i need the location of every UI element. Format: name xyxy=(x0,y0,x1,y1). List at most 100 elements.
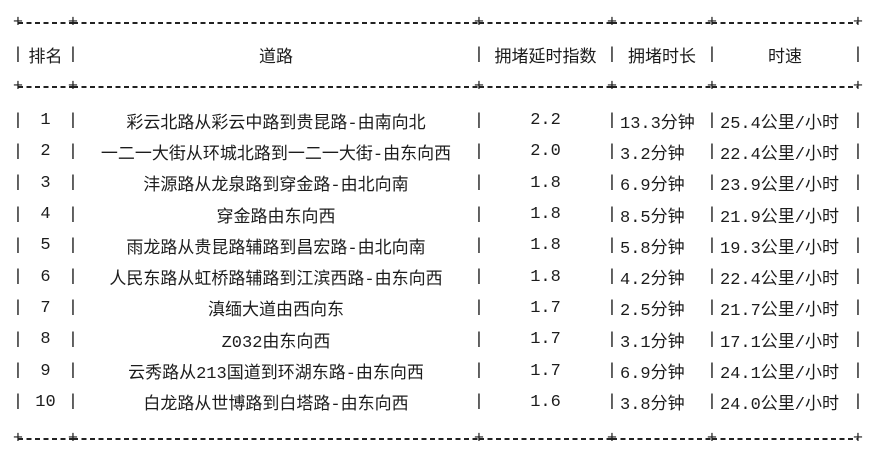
plus-icon: + xyxy=(852,77,864,97)
table-row: | 8 | Z032由东向西 | 1.7 | 3.1分钟 | 17.1公里/小时… xyxy=(13,324,863,355)
divider-glyph: | xyxy=(706,392,718,412)
table-border-row: + + + + + + xyxy=(13,423,863,455)
cell-rank: 9 xyxy=(40,361,51,381)
cell-rank: 6 xyxy=(40,267,51,287)
header-cell-rank: 排名 xyxy=(28,49,63,68)
border-dash-segment xyxy=(479,22,612,24)
cell-congestion-duration: 3.1分钟 xyxy=(620,333,685,353)
table-row: | 7 | 滇缅大道由西向东 | 1.7 | 2.5分钟 | 21.7公里/小时… xyxy=(13,293,863,324)
plus-icon: + xyxy=(606,13,618,33)
divider-glyph: | xyxy=(852,298,864,318)
cell-congestion-duration: 3.8分钟 xyxy=(620,396,685,416)
divider-glyph: | xyxy=(12,111,24,131)
cell-rank: 4 xyxy=(40,205,51,225)
divider-glyph: | xyxy=(12,267,24,287)
cell-rank: 8 xyxy=(40,330,51,350)
cell-congestion-duration: 13.3分钟 xyxy=(620,114,695,134)
table-header-row: | 排名 | 道路 | 拥堵延时指数 | 拥堵时长 | 时速 | xyxy=(13,39,863,71)
table-row: | 4 | 穿金路由东向西 | 1.8 | 8.5分钟 | 21.9公里/小时 … xyxy=(13,199,863,230)
table-border-bottom: + + + + + + xyxy=(13,423,863,455)
divider-glyph: | xyxy=(67,267,79,287)
divider-glyph: | xyxy=(473,45,485,65)
divider-glyph: | xyxy=(852,205,864,225)
cell-congestion-index: 1.7 xyxy=(530,298,561,318)
cell-rank: 10 xyxy=(35,392,56,412)
cell-road: 沣源路从龙泉路到穿金路-由北向南 xyxy=(143,177,409,197)
plus-icon: + xyxy=(67,13,79,33)
plus-icon: + xyxy=(473,13,485,33)
table-row: | 9 | 云秀路从213国道到环湖东路-由东向西 | 1.7 | 6.9分钟 … xyxy=(13,355,863,386)
cell-congestion-duration: 6.9分钟 xyxy=(620,177,685,197)
plus-icon: + xyxy=(473,429,485,449)
cell-congestion-index: 1.7 xyxy=(530,330,561,350)
cell-congestion-duration: 8.5分钟 xyxy=(620,208,685,228)
border-dash-segment xyxy=(612,438,712,440)
border-dash-segment xyxy=(73,22,479,24)
divider-glyph: | xyxy=(67,205,79,225)
table-border-row: + + + + + + xyxy=(13,71,863,103)
cell-speed: 21.9公里/小时 xyxy=(720,208,840,228)
cell-rank: 3 xyxy=(40,173,51,193)
divider-glyph: | xyxy=(852,267,864,287)
cell-speed: 24.0公里/小时 xyxy=(720,396,840,416)
plus-icon: + xyxy=(12,13,24,33)
divider-glyph: | xyxy=(473,142,485,162)
header-cell-congestion-duration: 拥堵时长 xyxy=(628,49,696,68)
cell-speed: 23.9公里/小时 xyxy=(720,177,840,197)
cell-speed: 21.7公里/小时 xyxy=(720,302,840,322)
cell-road: 白龙路从世博路到白塔路-由东向西 xyxy=(143,396,409,416)
divider-glyph: | xyxy=(606,111,618,131)
cell-road: 彩云北路从彩云中路到贵昆路-由南向北 xyxy=(126,114,426,134)
divider-glyph: | xyxy=(473,392,485,412)
divider-glyph: | xyxy=(706,236,718,256)
cell-rank: 7 xyxy=(40,298,51,318)
plus-icon: + xyxy=(606,429,618,449)
cell-congestion-duration: 6.9分钟 xyxy=(620,365,685,385)
divider-glyph: | xyxy=(12,330,24,350)
divider-glyph: | xyxy=(606,205,618,225)
divider-glyph: | xyxy=(473,236,485,256)
divider-glyph: | xyxy=(12,142,24,162)
border-dash-segment xyxy=(18,22,73,24)
divider-glyph: | xyxy=(706,361,718,381)
divider-glyph: | xyxy=(67,111,79,131)
cell-congestion-index: 2.0 xyxy=(530,142,561,162)
plus-icon: + xyxy=(706,429,718,449)
congestion-ranking-table: + + + + + + | 排名 | 道路 | 拥堵延时指数 | 拥堵时长 | … xyxy=(13,7,863,455)
cell-congestion-index: 1.6 xyxy=(530,392,561,412)
divider-glyph: | xyxy=(473,205,485,225)
cell-congestion-index: 1.8 xyxy=(530,236,561,256)
divider-glyph: | xyxy=(12,361,24,381)
divider-glyph: | xyxy=(606,173,618,193)
divider-glyph: | xyxy=(67,45,79,65)
cell-rank: 5 xyxy=(40,236,51,256)
cell-speed: 22.4公里/小时 xyxy=(720,145,840,165)
divider-glyph: | xyxy=(12,236,24,256)
table-row: | 6 | 人民东路从虹桥路辅路到江滨西路-由东向西 | 1.8 | 4.2分钟… xyxy=(13,261,863,292)
plus-icon: + xyxy=(12,77,24,97)
divider-glyph: | xyxy=(67,142,79,162)
cell-speed: 22.4公里/小时 xyxy=(720,271,840,291)
divider-glyph: | xyxy=(473,111,485,131)
cell-congestion-duration: 4.2分钟 xyxy=(620,271,685,291)
header-cell-speed: 时速 xyxy=(768,49,802,68)
divider-glyph: | xyxy=(67,236,79,256)
border-dash-segment xyxy=(479,86,612,88)
cell-congestion-index: 2.2 xyxy=(530,111,561,131)
table-row: | 2 | 一二一大街从环城北路到一二一大街-由东向西 | 2.0 | 3.2分… xyxy=(13,136,863,167)
plus-icon: + xyxy=(852,13,864,33)
divider-glyph: | xyxy=(606,392,618,412)
border-dash-segment xyxy=(73,438,479,440)
divider-glyph: | xyxy=(706,142,718,162)
divider-glyph: | xyxy=(473,173,485,193)
table-border-header: + + + + + + xyxy=(13,71,863,103)
plus-icon: + xyxy=(706,13,718,33)
divider-glyph: | xyxy=(12,173,24,193)
divider-glyph: | xyxy=(12,205,24,225)
border-dash-segment xyxy=(479,438,612,440)
divider-glyph: | xyxy=(852,142,864,162)
plus-icon: + xyxy=(67,429,79,449)
plus-icon: + xyxy=(852,429,864,449)
cell-congestion-index: 1.7 xyxy=(530,361,561,381)
border-dash-segment xyxy=(18,86,73,88)
